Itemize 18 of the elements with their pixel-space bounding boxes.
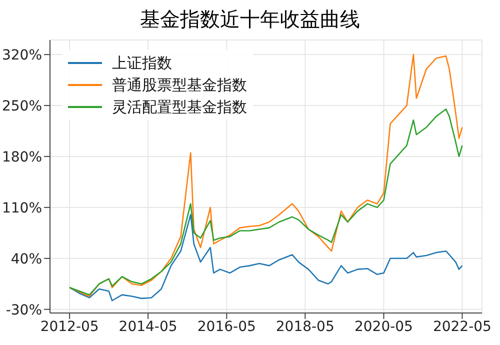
y-tick-label: 40%: [10, 251, 42, 268]
legend-label: 灵活配置型基金指数: [112, 97, 247, 118]
x-tick-label: 2014-05: [118, 318, 178, 335]
x-tick-label: 2022-05: [432, 318, 492, 335]
y-tick-label: 110%: [2, 200, 42, 216]
x-tick-label: 2012-05: [40, 318, 99, 335]
line-series: [68, 54, 463, 297]
x-tick-label: 2018-05: [276, 318, 334, 335]
y-tick-label: 180%: [2, 149, 42, 166]
x-tick-label: 2016-05: [197, 318, 256, 335]
line-series: [68, 214, 463, 302]
y-tick-label: 320%: [2, 48, 42, 64]
y-tick-label: 250%: [2, 98, 42, 114]
x-tick-label: 2020-05: [354, 318, 413, 335]
y-tick-label: -30%: [6, 302, 42, 318]
chart-title: 基金指数近十年收益曲线: [139, 6, 361, 33]
legend-label: 上证指数: [112, 53, 172, 74]
legend-label: 普通股票型基金指数: [112, 75, 247, 96]
